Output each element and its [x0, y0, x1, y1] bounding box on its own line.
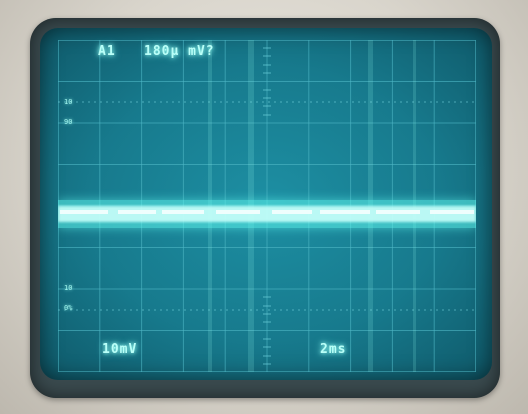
- channel-readout: A1: [98, 44, 116, 59]
- top-value-readout: 180µ mV?: [144, 44, 215, 59]
- marker-label-top-a: 10: [64, 98, 73, 106]
- marker-label-bottom-b: 0%: [64, 304, 73, 312]
- center-axis-ticks: [263, 47, 271, 365]
- graticule: 10 90 10 0%: [58, 40, 476, 372]
- graticule-svg: [58, 40, 476, 372]
- time-per-div-readout: 2ms: [320, 342, 347, 357]
- marker-label-top-b: 90: [64, 118, 73, 126]
- marker-label-bottom-a: 10: [64, 284, 73, 292]
- trace-segments: [60, 210, 474, 214]
- volts-per-div-readout: 10mV: [102, 342, 138, 357]
- reference-dotted-lines: [58, 101, 476, 311]
- oscilloscope-screen: 10 90 10 0% A1 180µ mV? 10mV 2ms: [40, 28, 492, 380]
